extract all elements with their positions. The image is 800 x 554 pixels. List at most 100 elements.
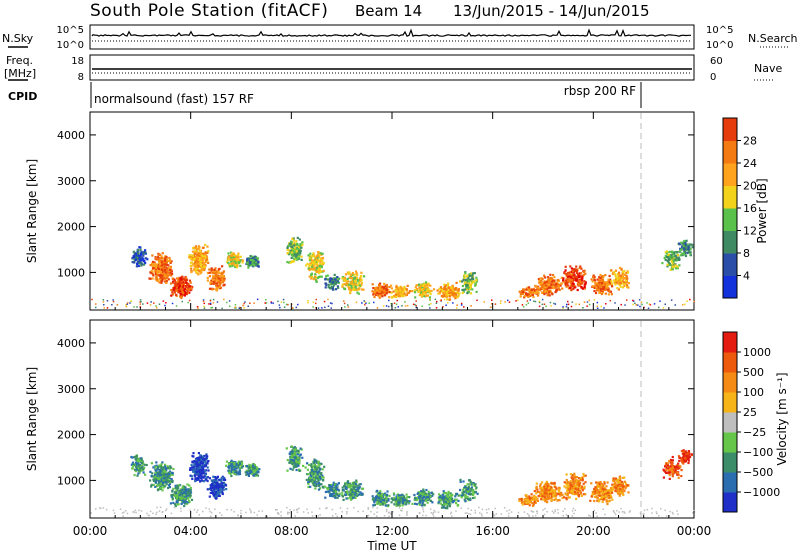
power-y-tick-label: 3000 — [57, 175, 85, 188]
echo-point — [170, 478, 173, 481]
ground-scatter-point — [442, 306, 444, 308]
echo-point — [606, 281, 609, 284]
echo-point — [625, 281, 628, 284]
power-scatter — [91, 236, 695, 310]
echo-point — [318, 272, 321, 275]
echo-point — [168, 467, 171, 470]
echo-point — [324, 485, 327, 488]
echo-point — [159, 468, 162, 472]
echo-point — [236, 254, 239, 258]
echo-point — [218, 284, 221, 287]
echo-point — [354, 276, 357, 279]
velocity-plot-frame — [89, 319, 695, 519]
echo-point — [222, 271, 225, 274]
echo-point — [689, 253, 692, 256]
echo-point — [441, 290, 444, 293]
echo-point — [253, 471, 256, 474]
echo-point — [555, 283, 558, 286]
echo-point — [159, 253, 162, 256]
echo-point — [215, 482, 218, 485]
echo-point — [529, 294, 532, 297]
echo-point — [229, 260, 232, 263]
ground-scatter-point — [571, 301, 574, 303]
echo-point — [137, 460, 140, 463]
echo-point — [445, 284, 448, 287]
echo-point — [144, 262, 147, 265]
echo-point — [238, 472, 242, 476]
echo-point — [188, 501, 191, 504]
echo-point — [623, 284, 626, 287]
echo-point — [239, 461, 242, 464]
echo-point — [336, 496, 339, 499]
echo-point — [172, 487, 175, 490]
echo-point — [230, 466, 234, 469]
echo-point — [161, 266, 164, 269]
ground-scatter-point — [312, 306, 314, 308]
echo-point — [345, 283, 348, 286]
echo-point — [213, 485, 216, 488]
echo-point — [199, 272, 202, 275]
echo-point — [246, 471, 249, 474]
ground-scatter-point — [428, 303, 430, 306]
echo-point — [298, 244, 301, 247]
echo-point — [195, 251, 198, 254]
echo-point — [449, 286, 452, 289]
ground-scatter-point — [282, 298, 285, 301]
echo-point — [186, 288, 189, 291]
echo-point — [538, 279, 541, 282]
echo-point — [455, 287, 458, 290]
echo-point — [227, 463, 231, 466]
echo-point — [569, 286, 572, 289]
echo-point — [231, 253, 234, 256]
echo-point — [240, 460, 243, 463]
figure-title: South Pole Station (fitACF) — [90, 1, 328, 21]
echo-point — [295, 468, 298, 472]
echo-point — [398, 292, 401, 295]
echo-point — [687, 250, 690, 253]
ground-scatter-point — [373, 301, 375, 304]
echo-point — [155, 461, 158, 464]
echo-point — [217, 484, 220, 487]
echo-point — [194, 245, 198, 248]
echo-point — [680, 241, 683, 244]
echo-point — [297, 464, 300, 467]
echo-point — [184, 279, 187, 282]
echo-point — [617, 276, 620, 279]
echo-point — [209, 282, 212, 285]
echo-point — [213, 483, 216, 486]
echo-point — [181, 281, 184, 284]
echo-point — [295, 253, 298, 256]
echo-point — [308, 265, 311, 268]
echo-point — [608, 290, 611, 293]
echo-point — [378, 294, 381, 297]
echo-point — [150, 269, 153, 272]
echo-point — [557, 287, 560, 290]
ground-scatter-point — [447, 302, 449, 304]
echo-point — [215, 497, 218, 500]
echo-point — [254, 264, 257, 267]
echo-point — [294, 246, 297, 249]
echo-point — [292, 239, 295, 242]
echo-point — [360, 283, 363, 286]
echo-point — [215, 284, 218, 287]
echo-point — [311, 466, 314, 469]
echo-point — [328, 484, 331, 487]
ground-scatter-point — [583, 301, 586, 303]
ground-scatter-point — [158, 303, 161, 305]
echo-point — [140, 264, 143, 267]
ground-scatter-point — [491, 303, 493, 305]
echo-point — [384, 289, 387, 292]
echo-point — [230, 254, 233, 257]
echo-point — [402, 295, 405, 298]
echo-point — [169, 465, 172, 468]
echo-point — [172, 288, 175, 291]
echo-point — [687, 248, 690, 251]
echo-point — [398, 295, 401, 298]
power-colorbar-tick-label: 16 — [743, 202, 757, 215]
echo-point — [186, 501, 189, 504]
echo-point — [217, 490, 220, 493]
echo-point — [291, 445, 294, 448]
echo-point — [288, 252, 292, 255]
echo-point — [155, 258, 158, 261]
echo-point — [189, 261, 193, 264]
